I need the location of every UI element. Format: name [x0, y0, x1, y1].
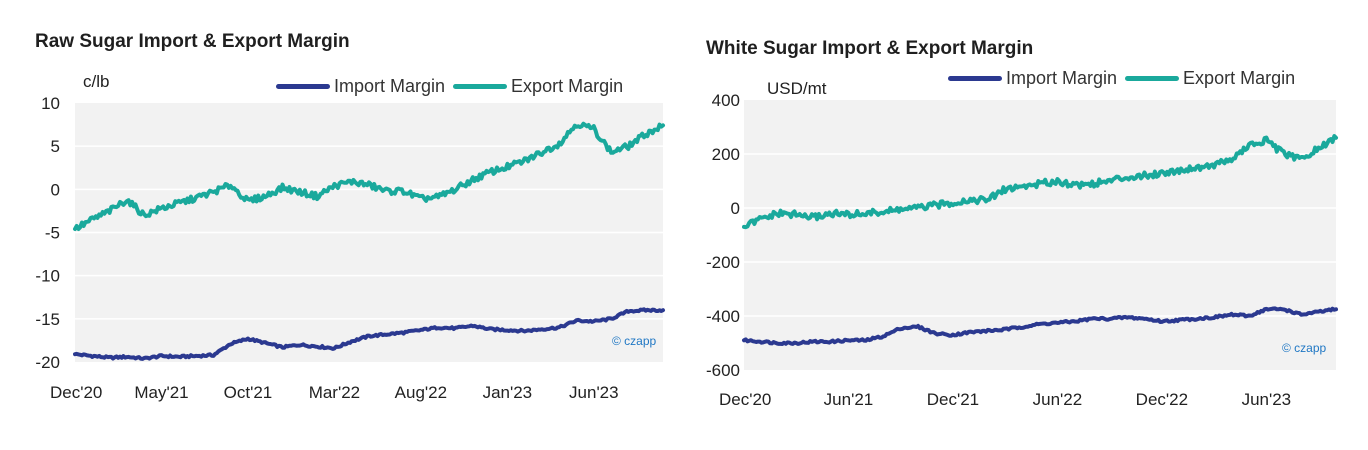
- raw-sugar-chart-panel: Raw Sugar Import & Export Margin c/lb Im…: [35, 31, 665, 402]
- legend-label-import: Import Margin: [1006, 68, 1118, 88]
- plot-background: [744, 100, 1336, 370]
- y-axis-unit-label: USD/mt: [767, 79, 827, 98]
- chart-legend: Import Margin Export Margin: [940, 68, 1295, 89]
- import-margin-line: [73, 307, 665, 361]
- y-tick-label: -15: [35, 310, 60, 329]
- y-tick-label: -400: [706, 307, 740, 326]
- x-tick-label: Dec'20: [50, 383, 102, 402]
- chart-legend: Import Margin Export Margin: [268, 76, 623, 97]
- y-tick-label: 0: [51, 180, 60, 199]
- x-tick-label: Oct'21: [224, 383, 273, 402]
- x-tick-label: Jun'22: [1033, 390, 1083, 409]
- export-margin-line: [73, 121, 665, 231]
- x-tick-label: Dec'21: [927, 390, 979, 409]
- legend-item-import: Import Margin: [276, 76, 445, 97]
- y-tick-label: 0: [731, 199, 740, 218]
- legend-item-export: Export Margin: [453, 76, 623, 97]
- legend-swatch-export: [1125, 76, 1180, 81]
- watermark-label: © czapp: [1282, 341, 1327, 355]
- legend-swatch-import: [948, 76, 1002, 81]
- x-tick-label: Jan'23: [483, 383, 533, 402]
- x-tick-label: Jun'23: [1242, 390, 1292, 409]
- y-tick-label: -10: [35, 267, 60, 286]
- y-tick-label: -200: [706, 253, 740, 272]
- legend-item-export: Export Margin: [1125, 68, 1295, 89]
- y-tick-label: 10: [41, 94, 60, 113]
- y-axis-unit-label: c/lb: [83, 72, 110, 91]
- legend-label-import: Import Margin: [334, 76, 446, 96]
- white-sugar-chart-panel: White Sugar Import & Export Margin USD/m…: [684, 0, 1368, 450]
- y-tick-label: -20: [35, 353, 60, 372]
- y-tick-label: -600: [706, 361, 740, 380]
- x-tick-label: Aug'22: [395, 383, 447, 402]
- legend-swatch-import: [276, 84, 330, 89]
- export-margin-line: [742, 134, 1338, 230]
- x-tick-label: Dec'20: [719, 390, 771, 409]
- legend-label-export: Export Margin: [511, 76, 624, 96]
- chart-title: Raw Sugar Import & Export Margin: [35, 31, 350, 52]
- x-tick-label: May'21: [134, 383, 188, 402]
- chart-title: White Sugar Import & Export Margin: [706, 38, 1034, 59]
- raw-sugar-plot: 10 5 0 -5 -10 -15 -20 Dec'20 May'21 Oct'21 Mar'22 A…: [35, 94, 665, 402]
- watermark-label: © czapp: [612, 334, 657, 348]
- x-tick-label: Jun'21: [824, 390, 874, 409]
- y-tick-label: 400: [712, 91, 740, 110]
- y-tick-label: 5: [51, 137, 60, 156]
- import-margin-line: [742, 306, 1338, 346]
- x-tick-label: Mar'22: [309, 383, 360, 402]
- y-tick-label: -5: [45, 224, 60, 243]
- x-tick-label: Jun'23: [569, 383, 619, 402]
- legend-item-import: Import Margin: [948, 68, 1117, 89]
- legend-label-export: Export Margin: [1183, 68, 1296, 88]
- x-tick-label: Dec'22: [1136, 390, 1188, 409]
- white-sugar-plot: 400 200 0 -200 -400 -600 Dec'20 Jun'21 Dec'21 Jun…: [706, 91, 1338, 409]
- legend-swatch-export: [453, 84, 508, 89]
- y-tick-label: 200: [712, 145, 740, 164]
